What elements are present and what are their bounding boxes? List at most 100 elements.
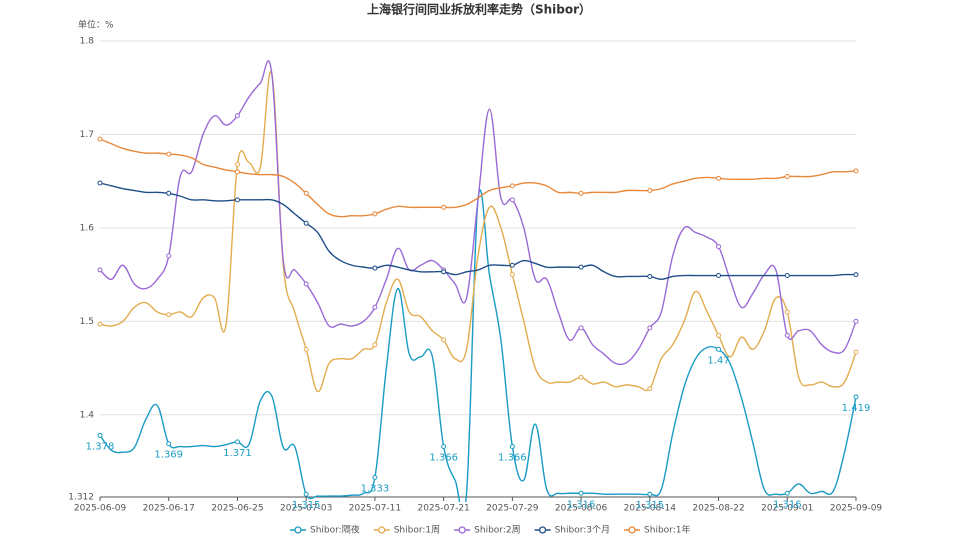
legend-label: Shibor:1周: [394, 525, 440, 536]
value-label: 1.316: [773, 499, 802, 510]
x-tick-label: 2025-06-17: [143, 504, 195, 514]
chart-title: 上海银行间同业拆放利率走势（Shibor）: [367, 2, 591, 17]
value-label: 1.47: [707, 355, 729, 366]
value-label: 1.316: [567, 499, 596, 510]
point: [784, 332, 790, 338]
point: [853, 394, 859, 400]
point: [97, 136, 103, 142]
point: [509, 197, 515, 203]
legend-label: Shibor:2周: [474, 525, 520, 536]
point: [716, 273, 722, 279]
point: [716, 175, 722, 181]
point: [303, 220, 309, 226]
legend-swatch: [294, 526, 302, 534]
legend: Shibor:隔夜 Shibor:1周 Shibor:2周 Shibor:3个月 Shi…: [290, 524, 690, 536]
point: [97, 321, 103, 327]
point: [578, 190, 584, 196]
point: [509, 262, 515, 268]
x-tick-label: 2025-08-06: [555, 504, 608, 514]
value-label: 1.333: [361, 483, 390, 494]
x-tick-label: 2025-08-22: [692, 504, 744, 514]
point: [166, 253, 172, 259]
point: [853, 318, 859, 324]
point: [784, 309, 790, 315]
point: [372, 304, 378, 310]
legend-swatch: [538, 526, 547, 534]
point: [578, 325, 584, 331]
point: [372, 265, 378, 271]
y-tick-label: 1.7: [80, 130, 94, 140]
point: [166, 190, 172, 196]
point: [716, 332, 722, 338]
point: [441, 337, 447, 343]
point: [234, 169, 240, 175]
point: [853, 272, 859, 278]
point: [784, 173, 790, 179]
value-label: 1.366: [429, 453, 458, 464]
x-tick-label: 2025-09-01: [761, 504, 813, 514]
value-label: 1.315: [292, 500, 321, 511]
point: [647, 491, 653, 497]
point: [303, 346, 309, 352]
point: [97, 267, 103, 273]
y-tick-label: 1.8: [80, 37, 95, 47]
point: [509, 272, 515, 278]
point: [647, 188, 653, 194]
x-tick-label: 2025-08-14: [624, 504, 677, 514]
x-tick-label: 2025-07-21: [417, 504, 469, 514]
point: [647, 325, 653, 331]
y-unit: 单位：%: [78, 19, 114, 31]
point: [853, 349, 859, 355]
legend-label: Shibor:3个月: [555, 525, 610, 536]
value-label: 1.366: [498, 453, 527, 464]
value-label: 1.315: [635, 500, 664, 511]
legend-swatch: [378, 526, 386, 534]
point: [234, 197, 240, 203]
series-line: [100, 60, 857, 366]
point: [166, 312, 172, 318]
point: [303, 281, 309, 287]
point: [303, 190, 309, 196]
point: [716, 244, 722, 250]
point: [234, 113, 240, 119]
legend-swatch: [458, 526, 466, 534]
y-tick-label: 1.4: [80, 410, 95, 420]
legend-swatch: [628, 526, 636, 534]
x-tick-label: 2025-07-29: [486, 504, 539, 514]
value-label: 1.369: [154, 450, 183, 461]
point: [784, 490, 790, 496]
lines: [100, 60, 857, 502]
value-label: 1.378: [86, 441, 115, 452]
point: [509, 183, 515, 189]
point: [97, 180, 103, 186]
point: [372, 211, 378, 217]
point: [97, 432, 103, 438]
point: [372, 342, 378, 348]
x-tick-label: 2025-06-09: [74, 504, 127, 514]
point: [647, 386, 653, 392]
point: [441, 444, 447, 450]
series-line: [100, 138, 857, 218]
point: [441, 204, 447, 210]
y-tick-label: 1.5: [80, 317, 94, 327]
point: [303, 491, 309, 497]
series-line: [100, 70, 857, 393]
point: [578, 264, 584, 270]
y-tick-label: 1.6: [80, 223, 95, 233]
point: [853, 168, 859, 174]
x-tick-label: 2025-06-25: [211, 504, 263, 514]
x-tick-label: 2025-07-03: [280, 504, 332, 514]
point: [578, 490, 584, 496]
point: [578, 374, 584, 380]
point: [166, 441, 172, 447]
marks: 1.378 1.369 1.371 1.315 1.333 1.366 1.366 1.316…: [86, 113, 870, 511]
series-line: [100, 189, 857, 502]
x-tick-label: 2025-07-11: [349, 504, 401, 514]
grid: 1.312 1.4 1.5 1.6 1.7 1.8 2025-06-09 2025-06-17…: [68, 37, 882, 514]
point: [234, 439, 240, 445]
point: [441, 269, 447, 275]
x-tick-label: 2025-09-09: [830, 504, 883, 514]
legend-label: Shibor:1年: [644, 524, 690, 536]
series-line: [100, 182, 857, 280]
